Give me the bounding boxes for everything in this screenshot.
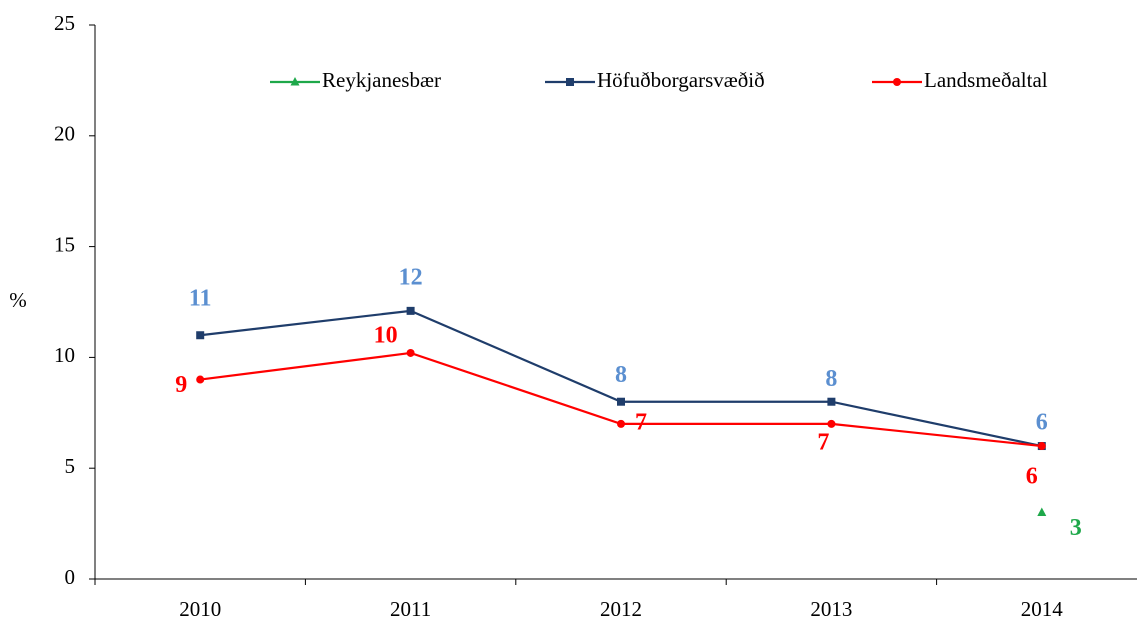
data-label: 10 [374, 322, 398, 348]
data-label: 3 [1070, 515, 1082, 541]
point [406, 348, 415, 357]
y-tick-label: 15 [54, 232, 75, 256]
point [196, 375, 205, 384]
point [827, 397, 836, 406]
data-label: 9 [175, 372, 187, 398]
point [196, 331, 205, 340]
point [827, 419, 836, 428]
legend-marker [566, 78, 574, 86]
legend-label: Landsmeðaltal [924, 68, 1048, 92]
y-axis-label: % [9, 288, 27, 312]
point [406, 306, 415, 315]
point [617, 419, 625, 428]
y-tick-label: 5 [65, 454, 76, 478]
data-label: 11 [189, 286, 212, 312]
data-label: 6 [1026, 464, 1038, 490]
x-tick-label: 2012 [600, 597, 642, 621]
data-label: 12 [399, 264, 423, 290]
data-label: 6 [1036, 410, 1048, 436]
legend-label: Höfuðborgarsvæðið [597, 68, 765, 92]
data-label: 7 [817, 429, 829, 455]
legend-marker [290, 77, 300, 86]
data-label: 8 [615, 362, 627, 388]
y-tick-label: 20 [54, 122, 75, 146]
x-tick-label: 2014 [1021, 597, 1064, 621]
x-tick-label: 2010 [179, 597, 221, 621]
data-label: 8 [825, 366, 837, 392]
y-tick-label: 25 [54, 11, 75, 35]
y-tick-label: 10 [54, 343, 75, 367]
data-label: 7 [635, 409, 647, 435]
point [617, 397, 625, 406]
x-tick-label: 2011 [390, 597, 431, 621]
legend-marker [893, 78, 901, 86]
point [1037, 442, 1046, 451]
legend-label: Reykjanesbær [322, 68, 441, 92]
point [1037, 507, 1047, 517]
y-tick-label: 0 [65, 565, 76, 589]
x-tick-label: 2013 [810, 597, 852, 621]
